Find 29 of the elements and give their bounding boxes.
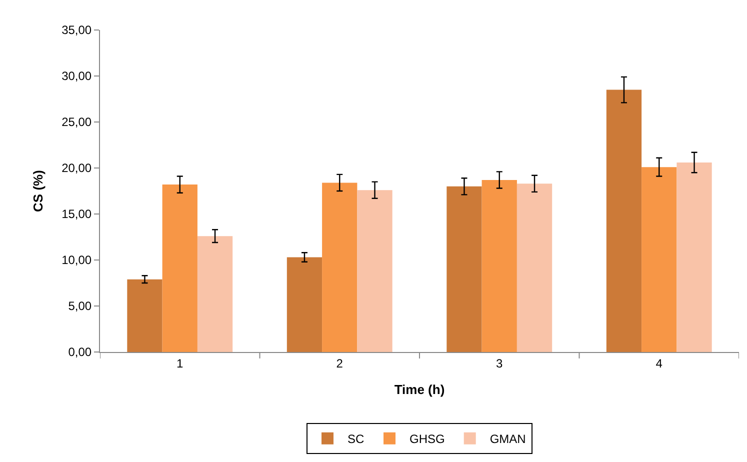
y-tick-label: 30,00	[62, 69, 92, 84]
y-tick-label: 0,00	[68, 345, 92, 360]
y-tick-label: 5,00	[68, 299, 92, 314]
bar	[127, 279, 162, 352]
bar	[322, 182, 358, 352]
bar	[516, 184, 552, 352]
x-tick-label: 2	[336, 356, 344, 370]
y-tick-label: 15,00	[62, 207, 92, 222]
bar	[357, 190, 392, 352]
y-tick-label: 10,00	[62, 253, 92, 268]
x-tick-label: 4	[656, 356, 663, 370]
y-axis-title: CS (%)	[30, 170, 46, 212]
x-tick-label: 3	[496, 356, 504, 370]
x-tick-label: 1	[176, 356, 184, 370]
bar	[606, 90, 642, 352]
y-tick-label: 20,00	[62, 161, 92, 176]
x-axis-title: Time (h)	[394, 382, 445, 397]
legend-label: SC	[348, 432, 365, 446]
bar	[162, 184, 198, 352]
bar	[197, 236, 233, 352]
legend-label: GHSG	[410, 432, 445, 446]
bar	[482, 180, 517, 352]
bar	[286, 257, 322, 352]
bar	[676, 162, 712, 352]
y-tick-label: 25,00	[62, 115, 92, 130]
bar	[446, 186, 482, 352]
legend-label: GMAN	[490, 432, 526, 446]
bar	[642, 167, 677, 352]
y-tick-label: 35,00	[62, 23, 92, 38]
